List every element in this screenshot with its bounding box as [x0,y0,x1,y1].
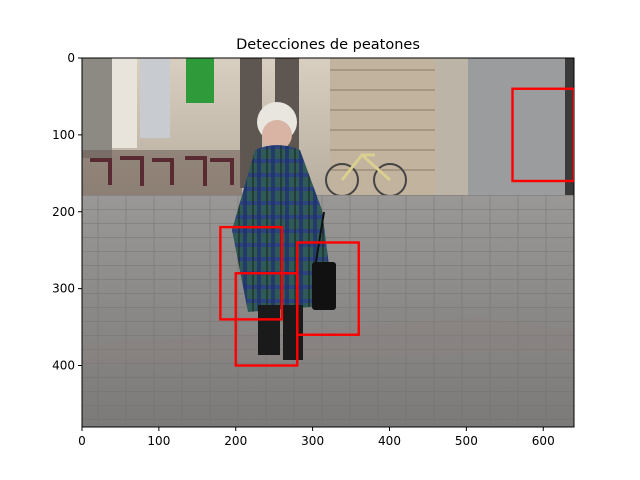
x-tick-label: 0 [78,434,86,448]
detection-box-4 [234,272,299,367]
detection-box-1 [511,87,574,183]
axes-frame [81,57,575,428]
x-axis: 0 100 200 300 400 500 600 [78,427,555,448]
x-tick-label: 600 [532,434,555,448]
x-tick-label: 100 [147,434,170,448]
x-tick-label: 300 [301,434,324,448]
y-tick-label: 200 [52,205,75,219]
y-tick-label: 400 [52,359,75,373]
x-tick-label: 400 [378,434,401,448]
x-tick-label: 500 [455,434,478,448]
photo-image [82,58,574,427]
y-axis: 0 100 200 300 400 [52,51,82,373]
x-tick-label: 200 [224,434,247,448]
chart-title: Detecciones de peatones [236,37,420,53]
detection-boxes [219,87,574,367]
y-tick-label: 100 [52,128,75,142]
y-tick-label: 0 [67,51,75,65]
y-tick-label: 300 [52,282,75,296]
